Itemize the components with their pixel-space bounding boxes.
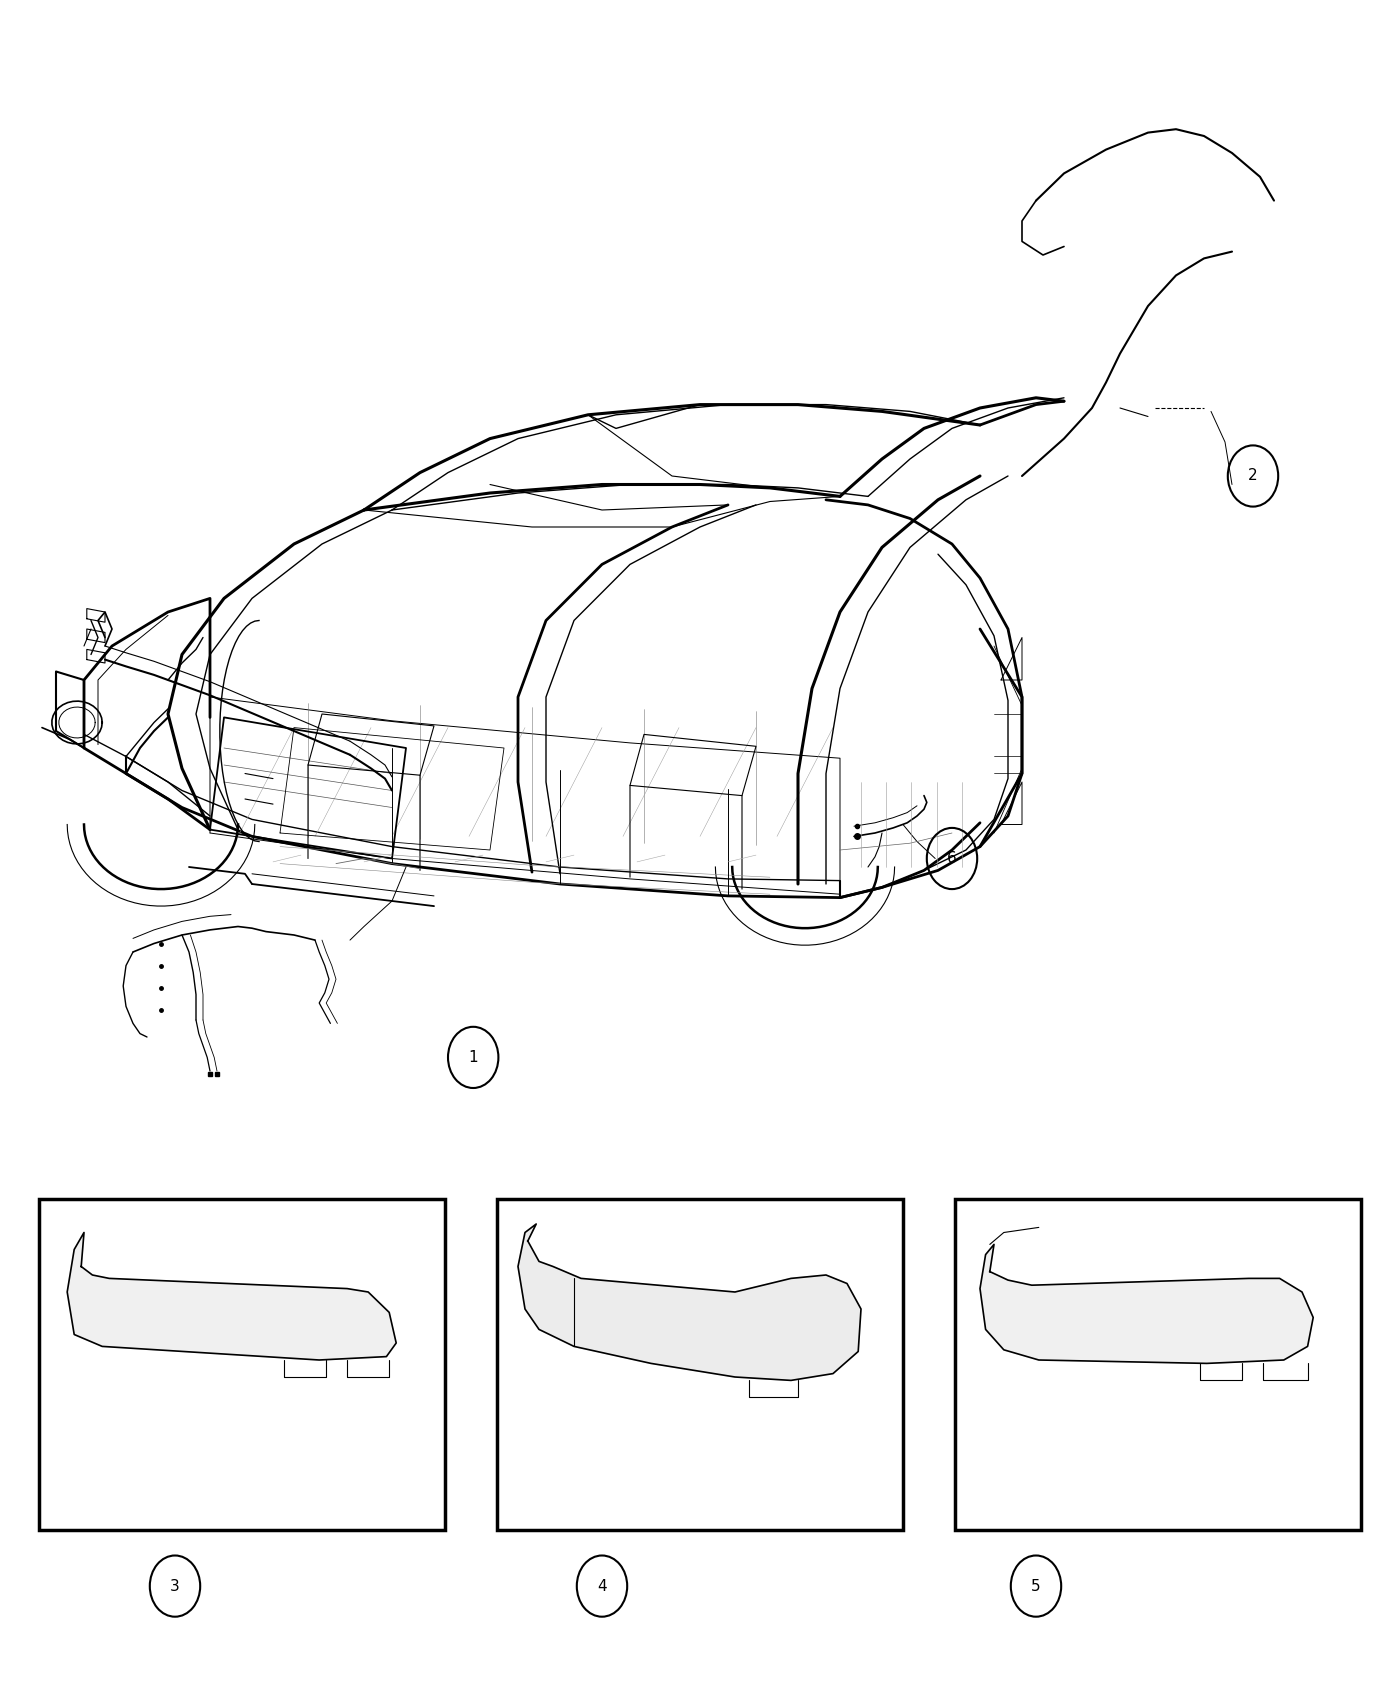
Text: 2: 2 — [1249, 469, 1257, 483]
Bar — [955, 1198, 1361, 1530]
Text: 4: 4 — [598, 1579, 606, 1593]
Text: 6: 6 — [948, 852, 956, 865]
Polygon shape — [980, 1244, 1313, 1363]
Text: 5: 5 — [1032, 1579, 1040, 1593]
Bar — [39, 1198, 445, 1530]
Bar — [497, 1198, 903, 1530]
Polygon shape — [518, 1224, 861, 1380]
Polygon shape — [67, 1232, 396, 1360]
Text: 3: 3 — [171, 1579, 179, 1593]
Text: 1: 1 — [469, 1051, 477, 1064]
